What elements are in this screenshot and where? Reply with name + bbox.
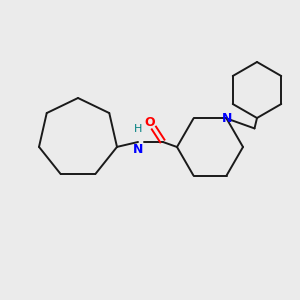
Text: O: O <box>145 116 155 128</box>
Text: N: N <box>222 112 233 125</box>
Text: H: H <box>134 124 142 134</box>
Text: N: N <box>133 143 143 156</box>
